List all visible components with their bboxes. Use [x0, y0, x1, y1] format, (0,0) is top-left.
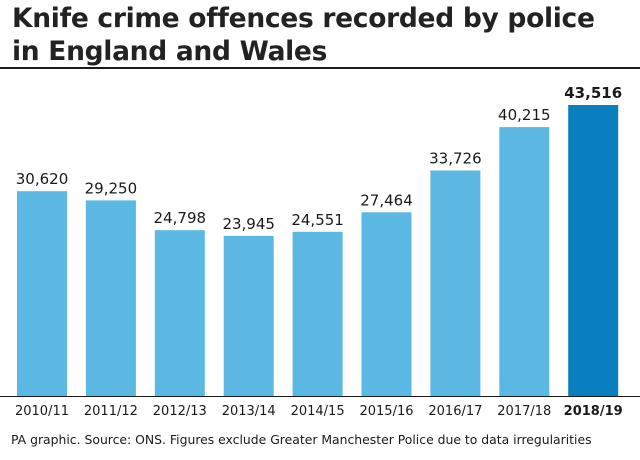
data-label-2015-16: 27,464	[360, 191, 413, 209]
data-label-2010-11: 30,620	[16, 170, 69, 188]
bar-2012-13	[154, 230, 205, 396]
tick-label-2011-12: 2011/12	[84, 404, 138, 419]
tick-label-2012-13: 2012/13	[153, 404, 207, 419]
tick-label-2018-19: 2018/19	[564, 404, 623, 419]
bars-group	[17, 105, 619, 396]
data-label-2011-12: 29,250	[85, 179, 138, 197]
tick-label-2010-11: 2010/11	[15, 404, 69, 419]
tick-label-2014-15: 2014/15	[291, 404, 345, 419]
data-label-2018-19: 43,516	[564, 84, 622, 102]
bar-2016-17	[430, 170, 481, 396]
data-label-2014-15: 24,551	[291, 211, 344, 229]
value-labels-group: 30,620 29,250 24,798 23,945 24,551 27,464 33,7…	[16, 84, 622, 233]
tick-label-2015-16: 2015/16	[359, 404, 413, 419]
chart-title: Knife crime offences recorded by police …	[12, 3, 595, 67]
bar-2015-16	[361, 212, 412, 396]
bar-2011-12	[85, 200, 136, 396]
category-labels-group: 2010/11 2011/12 2012/13 2013/14 2014/15 2015/…	[15, 404, 623, 419]
bar-2017-18	[499, 127, 550, 396]
title-divider	[0, 67, 640, 69]
bar-2013-14	[223, 235, 274, 396]
tick-label-2017-18: 2017/18	[497, 404, 551, 419]
bar-2014-15	[292, 231, 343, 396]
source-note: PA graphic. Source: ONS. Figures exclude…	[11, 432, 592, 447]
tick-label-2013-14: 2013/14	[222, 404, 276, 419]
bar-2018-19	[568, 105, 619, 396]
tick-label-2016-17: 2016/17	[428, 404, 482, 419]
data-label-2013-14: 23,945	[222, 215, 275, 233]
data-label-2016-17: 33,726	[429, 150, 482, 168]
data-label-2012-13: 24,798	[154, 209, 207, 227]
bar-2010-11	[17, 191, 67, 396]
data-label-2017-18: 40,215	[498, 106, 551, 124]
bar-chart: 30,620 29,250 24,798 23,945 24,551 27,464 33,7…	[0, 84, 640, 419]
